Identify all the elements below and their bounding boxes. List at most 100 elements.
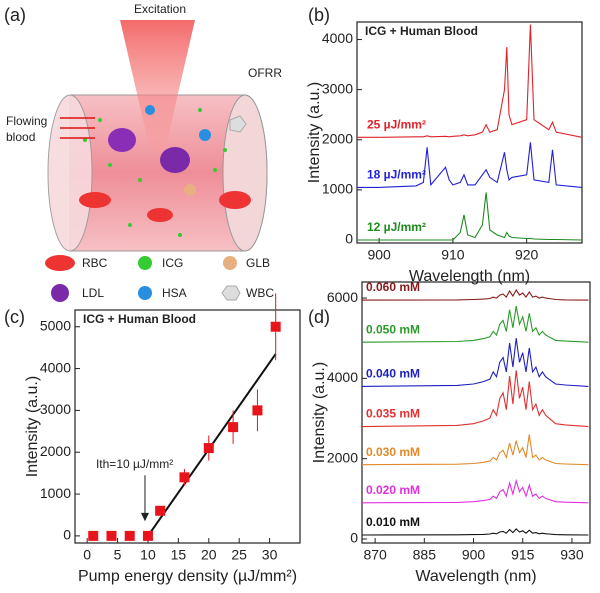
rbc xyxy=(147,208,173,222)
y-tick-label: 0 xyxy=(350,530,358,546)
legend-text: HSA xyxy=(162,286,187,300)
icg-dots xyxy=(83,108,227,237)
legend-text: RBC xyxy=(82,256,108,270)
spectrum xyxy=(361,338,589,387)
plot-frame xyxy=(361,281,591,544)
point xyxy=(228,422,239,433)
x-tick-label: 900 xyxy=(367,247,391,263)
point xyxy=(88,530,99,541)
diagram: Excitation OFRR Flowing blood RBC ICG GL… xyxy=(6,2,282,302)
ldl xyxy=(108,128,136,152)
legend-text: WBC xyxy=(246,286,274,300)
series-label: 0.010 mM xyxy=(366,515,420,529)
x-tick-label: 870 xyxy=(363,547,387,563)
legend-icon xyxy=(138,256,152,270)
spectrum xyxy=(361,288,589,301)
point xyxy=(124,530,135,541)
rbc xyxy=(219,191,251,209)
x-axis-label: Pump energy density (µJ/mm²) xyxy=(78,568,297,585)
spectrum xyxy=(361,478,589,504)
x-axis-label: Wavelength (nm) xyxy=(415,568,536,585)
hsa xyxy=(199,129,211,141)
y-axis-label: Intensity (a.u.) xyxy=(311,362,328,463)
series-label: 18 µJ/mm² xyxy=(367,168,426,182)
y-tick-label: 2000 xyxy=(327,449,358,465)
point xyxy=(155,505,166,516)
series-label: 12 µJ/mm² xyxy=(367,220,426,234)
tube-start xyxy=(47,94,93,252)
y-tick-label: 4000 xyxy=(327,369,358,385)
flow-label: Flowing xyxy=(6,114,47,128)
point xyxy=(142,530,153,541)
tube-end xyxy=(222,94,268,252)
spectrum xyxy=(357,192,583,241)
panel-label: (d) xyxy=(308,307,330,327)
legend-icon xyxy=(223,256,237,270)
ldl xyxy=(160,147,190,173)
spectrum xyxy=(361,434,589,466)
hsa xyxy=(145,105,155,115)
excitation-beam xyxy=(120,20,195,150)
x-tick-label: 30 xyxy=(262,547,278,563)
y-tick-label: 0 xyxy=(63,527,71,543)
x-tick-label: 10 xyxy=(140,547,156,563)
x-tick-label: 915 xyxy=(511,547,535,563)
rbc xyxy=(79,192,111,208)
plot-frame xyxy=(74,309,301,544)
series-label: 0.060 mM xyxy=(366,280,420,294)
x-tick-label: 25 xyxy=(231,547,247,563)
point xyxy=(270,321,281,332)
x-tick-label: 910 xyxy=(441,247,465,263)
x-tick-label: 885 xyxy=(413,547,437,563)
annotation: Ith=10 µJ/mm² xyxy=(96,457,173,471)
legend-text: LDL xyxy=(82,286,104,300)
spectrum xyxy=(361,306,589,343)
point xyxy=(106,530,117,541)
x-tick-label: 15 xyxy=(171,547,187,563)
point xyxy=(179,472,190,483)
y-tick-label: 0 xyxy=(345,231,353,247)
x-tick-label: 0 xyxy=(83,547,91,563)
y-tick-label: 5000 xyxy=(40,317,71,333)
legend-text: GLB xyxy=(246,256,270,270)
series-label: 0.035 mM xyxy=(366,407,420,421)
series-label: 0.040 mM xyxy=(366,367,420,381)
y-tick-label: 1000 xyxy=(40,485,71,501)
x-tick-label: 20 xyxy=(201,547,217,563)
plot-frame xyxy=(356,21,583,244)
legend-icon xyxy=(51,284,69,302)
glb xyxy=(184,184,196,196)
series-label: 0.050 mM xyxy=(366,322,420,336)
spectrum xyxy=(357,24,583,138)
spectrum xyxy=(357,142,583,188)
excitation-label: Excitation xyxy=(134,2,186,16)
wbc xyxy=(229,115,247,133)
spectrum xyxy=(361,528,589,536)
y-tick-label: 2000 xyxy=(40,443,71,459)
panel-label: (b) xyxy=(308,5,330,25)
x-tick-label: 930 xyxy=(560,547,584,563)
point xyxy=(252,405,263,416)
panel-label: (a) xyxy=(4,5,26,25)
legend-text: ICG xyxy=(162,256,183,270)
legend-icon xyxy=(138,286,152,300)
x-axis-label: Wavelength (nm) xyxy=(409,268,530,285)
series-label: 0.020 mM xyxy=(366,483,420,497)
annotation-arrowhead xyxy=(140,512,149,522)
x-tick-label: 920 xyxy=(515,247,539,263)
panel-label: (c) xyxy=(4,307,25,327)
y-tick-label: 6000 xyxy=(327,289,358,305)
y-tick-label: 4000 xyxy=(322,30,353,46)
y-tick-label: 4000 xyxy=(40,359,71,375)
chart-title: ICG + Human Blood xyxy=(83,312,196,326)
y-tick-label: 1000 xyxy=(322,181,353,197)
series-label: 0.030 mM xyxy=(366,445,420,459)
point xyxy=(203,443,214,454)
chart-title: ICG + Human Blood xyxy=(365,24,478,38)
y-axis-label: Intensity (a.u.) xyxy=(306,82,323,183)
flow-label: blood xyxy=(6,130,35,144)
legend-icon xyxy=(45,255,75,271)
x-tick-label: 5 xyxy=(114,547,122,563)
ofrr-label: OFRR xyxy=(248,66,282,80)
